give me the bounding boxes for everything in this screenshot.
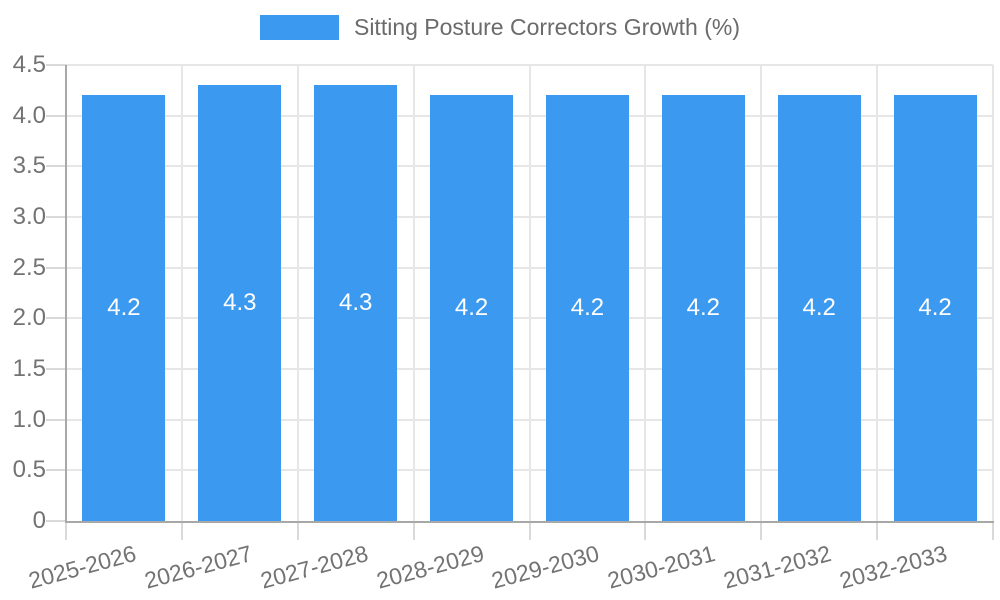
vertical-gridline xyxy=(760,65,763,521)
y-tick-label: 4.0 xyxy=(12,101,46,129)
y-tick-label: 4.5 xyxy=(12,51,46,78)
bar: 4.2 xyxy=(430,95,514,521)
x-axis-tick xyxy=(644,522,647,540)
vertical-gridline xyxy=(644,65,647,521)
y-tick-label: 3.0 xyxy=(12,203,46,230)
y-axis-tick xyxy=(46,520,66,522)
vertical-gridline xyxy=(412,65,415,521)
bar-value-label: 4.3 xyxy=(339,289,373,317)
x-axis-tick xyxy=(180,522,183,540)
y-axis-tick xyxy=(46,469,66,472)
legend-label: Sitting Posture Correctors Growth (%) xyxy=(353,14,740,40)
x-axis-tick xyxy=(412,522,415,540)
bar-value-label: 4.2 xyxy=(570,294,605,322)
bar-value-label: 4.2 xyxy=(454,294,489,322)
x-axis-tick xyxy=(760,522,763,540)
y-axis-tick xyxy=(46,114,66,117)
y-axis-tick xyxy=(46,216,66,218)
vertical-gridline xyxy=(528,65,531,521)
y-tick-label: 1.0 xyxy=(12,405,46,433)
bar-value-label: 4.3 xyxy=(223,289,257,317)
bar-value-label: 4.2 xyxy=(107,294,141,322)
y-tick-label: 3.5 xyxy=(12,152,46,180)
x-axis-tick xyxy=(876,522,879,540)
y-tick-label: 2.5 xyxy=(12,253,46,281)
y-tick-label: 0 xyxy=(32,507,46,534)
y-tick-label: 2.0 xyxy=(12,304,46,332)
bar-value-label: 4.2 xyxy=(686,294,720,322)
x-axis-tick xyxy=(65,522,67,540)
y-axis-tick xyxy=(46,418,66,421)
y-axis-line xyxy=(65,65,67,523)
bar: 4.2 xyxy=(545,95,629,521)
bar: 4.3 xyxy=(198,85,282,521)
legend-color-swatch xyxy=(259,15,339,40)
x-axis-tick xyxy=(992,522,994,540)
bar: 4.2 xyxy=(893,95,977,521)
bar: 4.3 xyxy=(314,85,398,521)
y-axis-tick xyxy=(46,64,66,66)
vertical-gridline xyxy=(180,65,183,521)
chart-legend-item[interactable]: Sitting Posture Correctors Growth (%) xyxy=(0,14,1000,41)
bar: 4.2 xyxy=(661,95,745,521)
y-tick-label: 1.5 xyxy=(12,355,46,382)
x-axis-line xyxy=(65,521,994,523)
vertical-gridline xyxy=(876,65,879,521)
bar-value-label: 4.2 xyxy=(918,294,952,322)
y-tick-label: 0.5 xyxy=(12,456,46,484)
y-axis-tick xyxy=(46,317,66,320)
bar: 4.2 xyxy=(777,95,861,521)
vertical-gridline xyxy=(992,65,994,521)
y-axis-tick xyxy=(46,266,66,269)
bar-value-label: 4.2 xyxy=(802,294,836,322)
y-axis-tick xyxy=(46,368,66,370)
y-axis-tick xyxy=(46,165,66,168)
x-axis-tick xyxy=(296,522,299,540)
bar: 4.2 xyxy=(82,95,166,521)
x-axis-tick xyxy=(528,522,531,540)
vertical-gridline xyxy=(296,65,299,521)
